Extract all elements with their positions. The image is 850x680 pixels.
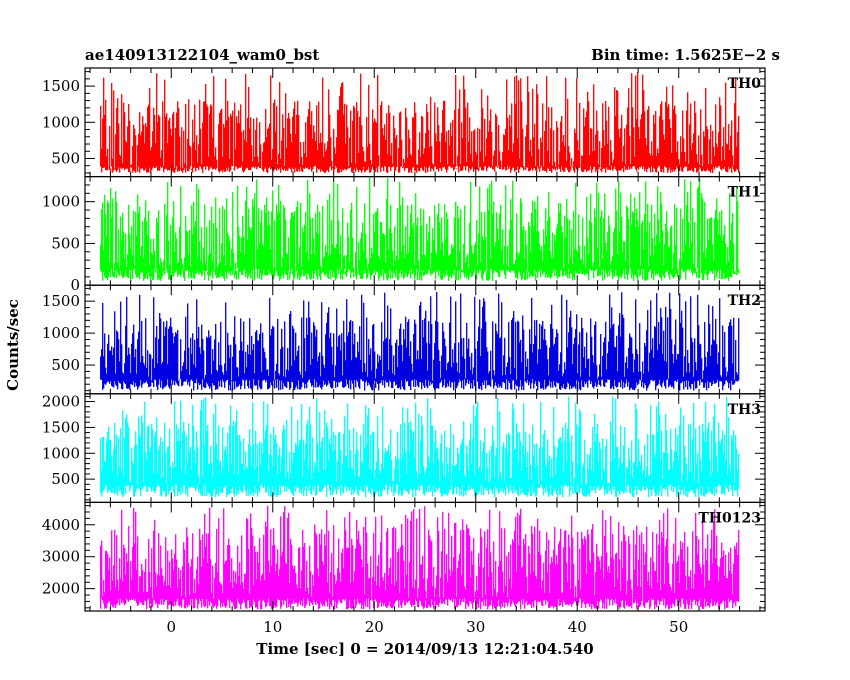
panel-th3: TH3 500 1000 1500 2000 <box>42 393 766 503</box>
bin-time-label: Bin time: 1.5625E−2 s <box>591 46 780 64</box>
panel-label: TH1 <box>728 185 761 201</box>
y-tick-label: 1000 <box>42 444 80 462</box>
panel-th0: TH0 500 1000 1500 <box>42 67 766 178</box>
x-tick-label: 10 <box>263 618 282 636</box>
y-tick-label: 1500 <box>42 77 80 95</box>
y-tick-label: 3000 <box>42 548 80 566</box>
panel-label: TH2 <box>728 293 761 309</box>
y-tick-label: 2000 <box>42 393 80 411</box>
y-tick-label: 1000 <box>42 193 80 211</box>
y-tick-label: 1500 <box>42 292 80 310</box>
y-tick-label: 500 <box>51 356 80 374</box>
x-axis-title: Time [sec] 0 = 2014/09/13 12:21:04.540 <box>256 640 593 658</box>
y-axis-title: Counts/sec <box>4 299 22 391</box>
x-tick-label: 30 <box>466 618 485 636</box>
y-tick-label: 500 <box>51 470 80 488</box>
y-tick-label: 1500 <box>42 418 80 436</box>
y-tick-label: 0 <box>70 276 80 294</box>
x-tick-label: 0 <box>166 618 176 636</box>
panels-group: TH050010001500TH105001000TH250010001500T… <box>42 67 766 636</box>
series-th0123-trace <box>100 505 740 610</box>
panel-th2: TH2 500 1000 1500 <box>42 284 766 395</box>
series-th3-trace <box>100 396 740 498</box>
panel-th1: TH1 0 500 1000 <box>42 176 766 294</box>
panel-th0123: TH0123 2000 3000 4000 <box>42 501 766 612</box>
series-th2-trace <box>100 292 740 391</box>
y-tick-label: 1000 <box>42 113 80 131</box>
x-tick-label: 20 <box>365 618 384 636</box>
series-th0-trace <box>100 72 740 173</box>
panel-label: TH3 <box>728 402 761 418</box>
y-tick-label: 4000 <box>42 516 80 534</box>
x-tick-label: 40 <box>568 618 587 636</box>
panel-label: TH0123 <box>698 510 761 526</box>
x-tick-label: 50 <box>669 618 688 636</box>
chart-title: ae140913122104_wam0_bst <box>85 46 319 64</box>
y-tick-label: 1000 <box>42 324 80 342</box>
y-tick-label: 500 <box>51 234 80 252</box>
y-tick-label: 500 <box>51 150 80 168</box>
y-tick-label: 2000 <box>42 580 80 598</box>
panel-label: TH0 <box>728 76 762 92</box>
series-th1-trace <box>100 177 740 281</box>
